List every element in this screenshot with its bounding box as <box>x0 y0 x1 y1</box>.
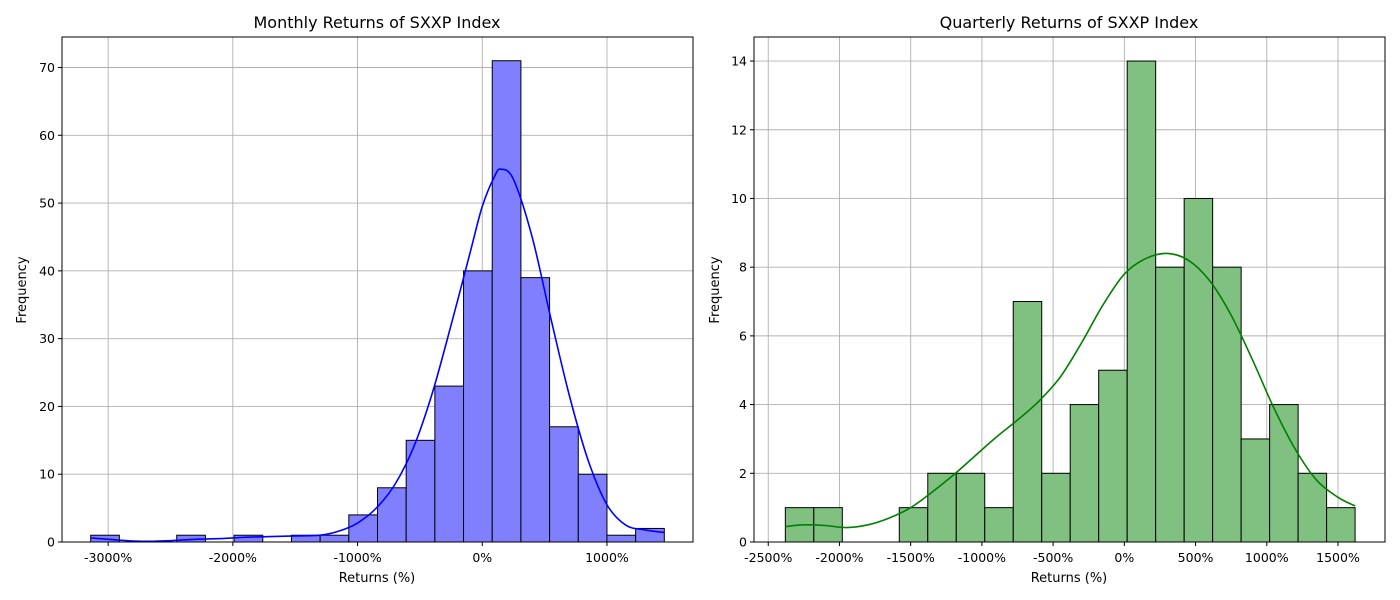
monthly-bar-10 <box>377 487 407 543</box>
quarterly-x-tick-label-8: 1500% <box>1316 550 1360 565</box>
quarterly-bar-9 <box>1041 472 1071 543</box>
monthly-x-tick-label-3: 0% <box>472 550 492 565</box>
monthly-x-tick-label-2: -1000% <box>333 550 381 565</box>
monthly-x-ticks: -3000% -2000% -1000% 0% 1000% <box>84 542 629 565</box>
monthly-returns-chart: Monthly Returns of SXXP Index Returns (%… <box>15 13 694 586</box>
quarterly-y-tick-label-0: 0 <box>739 535 747 550</box>
monthly-x-tick-label-4: 1000% <box>585 550 629 565</box>
quarterly-y-ticks: 0 2 4 6 8 10 12 14 <box>731 54 754 550</box>
monthly-y-tick-label-0: 0 <box>47 535 55 550</box>
monthly-y-axis-label: Frequency <box>15 256 30 323</box>
monthly-bar-12 <box>434 385 465 543</box>
quarterly-bar-19 <box>1326 507 1356 543</box>
quarterly-x-ticks: -2500% -2000% -1500% -1000% -500% 0% 500% 1000%… <box>744 542 1360 565</box>
quarterly-bar-4 <box>898 507 929 543</box>
monthly-bar-15 <box>520 277 551 543</box>
quarterly-plot-frame <box>753 36 1386 543</box>
quarterly-bar-11 <box>1098 369 1128 543</box>
monthly-y-tick-label-7: 70 <box>39 60 55 75</box>
quarterly-x-tick-label-1: -2000% <box>815 550 863 565</box>
monthly-chart-title: Monthly Returns of SXXP Index <box>253 13 500 32</box>
monthly-y-tick-label-1: 10 <box>39 467 55 482</box>
monthly-y-tick-label-2: 20 <box>39 399 55 414</box>
quarterly-y-tick-label-3: 6 <box>739 328 747 343</box>
quarterly-x-tick-label-5: 0% <box>1114 550 1134 565</box>
monthly-bar-16 <box>549 426 579 543</box>
quarterly-bar-6 <box>955 472 986 543</box>
monthly-y-tick-label-3: 30 <box>39 331 55 346</box>
monthly-x-tick-label-0: -3000% <box>84 550 132 565</box>
quarterly-y-tick-label-7: 14 <box>731 54 747 69</box>
monthly-x-axis-label: Returns (%) <box>339 571 416 586</box>
monthly-bar-8 <box>319 534 350 543</box>
quarterly-x-tick-label-4: -500% <box>1033 550 1073 565</box>
monthly-bar-17 <box>577 473 608 543</box>
quarterly-y-tick-label-1: 2 <box>739 466 747 481</box>
monthly-bar-13 <box>463 270 493 543</box>
quarterly-bar-13 <box>1155 266 1185 543</box>
quarterly-x-tick-label-7: 1000% <box>1245 550 1289 565</box>
quarterly-bar-14 <box>1183 197 1214 543</box>
quarterly-x-axis-label: Returns (%) <box>1031 571 1108 586</box>
quarterly-bar-12 <box>1126 60 1157 543</box>
monthly-bar-11 <box>405 439 436 543</box>
monthly-x-tick-label-1: -2000% <box>209 550 257 565</box>
monthly-y-tick-label-6: 60 <box>39 128 55 143</box>
quarterly-histogram-bars <box>784 60 1356 543</box>
monthly-histogram-bars <box>90 60 665 543</box>
monthly-y-tick-label-4: 40 <box>39 263 55 278</box>
quarterly-y-tick-label-5: 10 <box>731 191 747 206</box>
quarterly-y-tick-label-2: 4 <box>739 397 747 412</box>
quarterly-bar-15 <box>1212 266 1242 543</box>
monthly-y-ticks: 0 10 20 30 40 50 60 70 <box>39 60 62 550</box>
quarterly-x-tick-label-2: -1500% <box>887 550 935 565</box>
monthly-plot-frame <box>61 36 694 543</box>
quarterly-returns-chart: Quarterly Returns of SXXP Index Returns … <box>708 13 1386 586</box>
quarterly-y-axis-label: Frequency <box>708 256 723 323</box>
quarterly-bar-10 <box>1069 404 1100 543</box>
quarterly-x-tick-label-0: -2500% <box>744 550 792 565</box>
quarterly-x-tick-label-6: 500% <box>1178 550 1214 565</box>
quarterly-bar-7 <box>984 507 1014 543</box>
quarterly-bar-8 <box>1012 301 1043 543</box>
quarterly-chart-title: Quarterly Returns of SXXP Index <box>940 13 1199 32</box>
monthly-y-tick-label-5: 50 <box>39 196 55 211</box>
quarterly-y-tick-label-4: 8 <box>739 260 747 275</box>
monthly-kde-curve <box>90 168 665 543</box>
quarterly-kde-curve <box>785 252 1356 529</box>
quarterly-y-tick-label-6: 12 <box>731 122 747 137</box>
monthly-bar-18 <box>606 534 637 543</box>
quarterly-bar-16 <box>1240 438 1271 543</box>
monthly-bar-14 <box>491 60 522 543</box>
quarterly-x-tick-label-3: -1000% <box>958 550 1006 565</box>
quarterly-bar-17 <box>1269 404 1299 543</box>
quarterly-bar-18 <box>1297 472 1328 543</box>
